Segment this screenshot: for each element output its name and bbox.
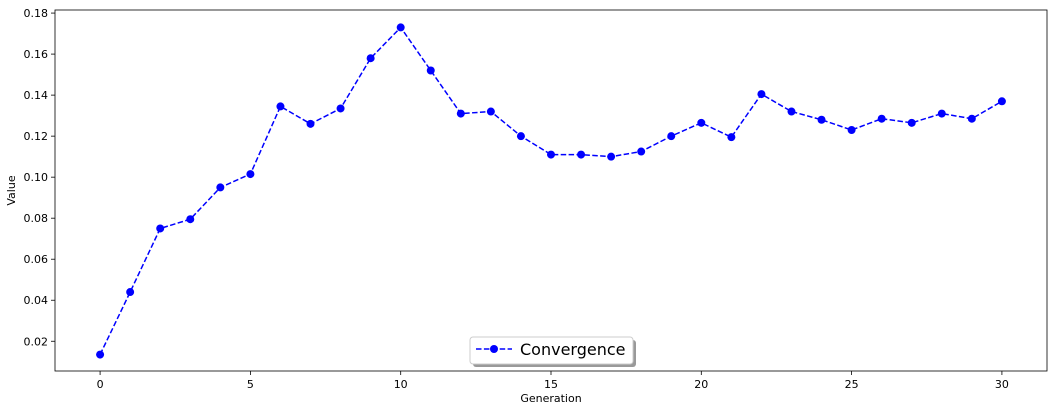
data-point <box>757 90 766 99</box>
data-point <box>967 114 976 123</box>
x-axis-ticks: 0 5 10 15 20 25 30 <box>97 371 1009 391</box>
data-point <box>366 54 375 63</box>
data-point <box>847 125 856 134</box>
data-point <box>877 114 886 123</box>
data-point <box>516 132 525 141</box>
data-point <box>667 132 676 141</box>
y-tick-label: 0.14 <box>24 89 49 102</box>
x-axis-title: Generation <box>520 392 581 405</box>
data-point <box>336 104 345 113</box>
x-tick-label: 10 <box>394 378 408 391</box>
data-point <box>276 102 285 111</box>
y-tick-label: 0.06 <box>24 253 49 266</box>
plot-area <box>55 10 1047 371</box>
legend: Convergence <box>469 336 636 367</box>
legend-marker-sample <box>490 345 498 353</box>
data-point <box>577 150 586 159</box>
data-point <box>997 97 1006 106</box>
data-point <box>937 109 946 118</box>
data-point <box>96 350 105 359</box>
x-tick-label: 0 <box>97 378 104 391</box>
y-tick-label: 0.16 <box>24 48 49 61</box>
data-point <box>727 133 736 142</box>
data-point <box>156 224 165 233</box>
y-tick-label: 0.12 <box>24 130 49 143</box>
data-point <box>637 147 646 156</box>
data-point <box>246 170 255 179</box>
data-point <box>607 152 616 161</box>
x-tick-label: 5 <box>247 378 254 391</box>
data-point <box>697 118 706 127</box>
data-point <box>547 150 555 159</box>
y-tick-label: 0.18 <box>24 7 49 20</box>
data-point <box>907 118 916 127</box>
data-point <box>186 215 195 224</box>
x-tick-label: 30 <box>995 378 1009 391</box>
data-point <box>396 23 405 32</box>
series-layer <box>96 23 1006 359</box>
y-tick-label: 0.08 <box>24 212 49 225</box>
data-point <box>486 107 495 116</box>
y-tick-label: 0.10 <box>24 171 49 184</box>
y-tick-label: 0.04 <box>24 294 49 307</box>
data-point <box>216 183 225 192</box>
data-point <box>426 66 435 75</box>
data-point <box>787 107 796 116</box>
y-axis-title: Value <box>5 175 18 205</box>
data-point <box>456 109 465 118</box>
y-axis-ticks: 0.02 0.04 0.06 0.08 0.10 0.12 0.14 0.16 0.18 <box>24 7 55 348</box>
legend-label: Convergence <box>520 340 626 359</box>
x-tick-label: 25 <box>845 378 859 391</box>
data-point <box>126 288 135 297</box>
data-point <box>817 115 826 124</box>
x-tick-label: 20 <box>694 378 708 391</box>
data-point <box>306 119 315 128</box>
plot-frame <box>54 9 1048 372</box>
x-tick-label: 15 <box>544 378 558 391</box>
y-tick-label: 0.02 <box>24 335 49 348</box>
legend-box <box>469 336 634 365</box>
